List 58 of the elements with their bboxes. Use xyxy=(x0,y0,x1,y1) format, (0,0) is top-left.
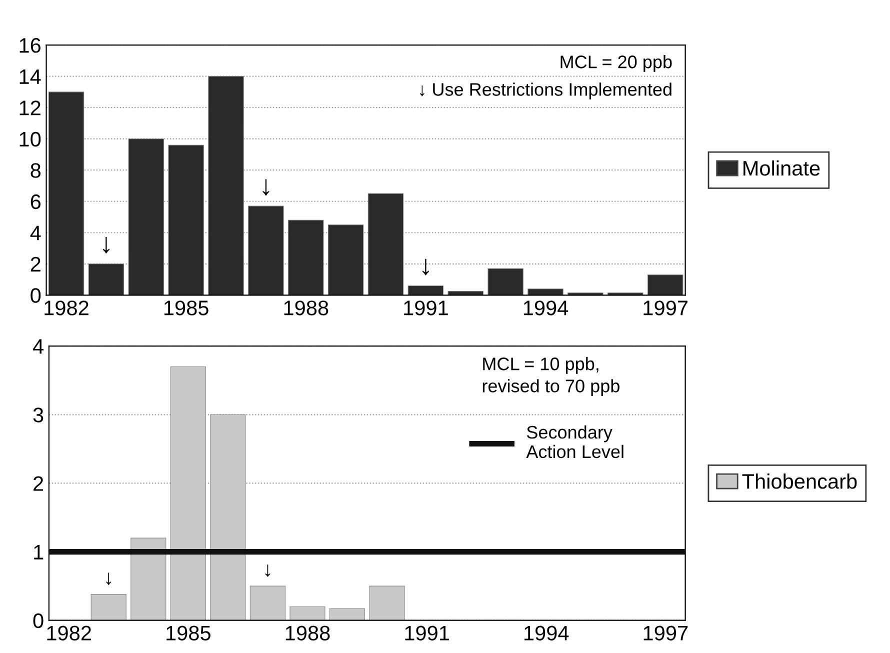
legend-label: Thiobencarb xyxy=(742,474,857,489)
bar xyxy=(408,285,444,296)
bar xyxy=(168,144,204,296)
y-tick-label: 0 xyxy=(30,288,41,303)
bar xyxy=(88,264,124,296)
bar xyxy=(130,538,166,620)
x-tick-label: 1997 xyxy=(644,626,688,641)
x-tick-label: 1991 xyxy=(405,626,449,641)
x-tick-label: 1994 xyxy=(524,626,569,641)
y-tick-label: 1 xyxy=(34,545,44,560)
x-tick-label: 1988 xyxy=(286,626,330,641)
annotation: ↓ xyxy=(106,572,112,586)
bar xyxy=(210,414,246,620)
annotation: ↓ Use Restrictions Implemented xyxy=(420,82,672,100)
x-tick-label: 1991 xyxy=(404,300,448,316)
y-tick-label: 3 xyxy=(33,408,44,422)
bar xyxy=(250,586,286,620)
bar xyxy=(290,606,326,620)
y-tick-label: 14 xyxy=(20,70,41,84)
bar xyxy=(170,366,206,620)
bar xyxy=(208,76,244,296)
bar xyxy=(128,138,164,296)
x-tick-label: 1985 xyxy=(166,626,210,641)
bar xyxy=(488,268,524,296)
x-tick-label: 1985 xyxy=(164,300,208,316)
annotation: ↓ xyxy=(265,564,270,577)
y-tick-label: 10 xyxy=(20,132,41,147)
x-tick-label: 1988 xyxy=(284,300,328,316)
y-tick-label: 6 xyxy=(30,194,41,210)
x-tick-label: 1997 xyxy=(644,300,688,316)
y-tick-label: 12 xyxy=(20,100,40,116)
y-tick-label: 16 xyxy=(20,38,41,53)
annotation: ↓ xyxy=(102,236,110,254)
bar xyxy=(288,220,324,296)
bar xyxy=(329,608,366,620)
y-tick-label: 4 xyxy=(30,226,41,240)
bar xyxy=(369,586,405,620)
bar xyxy=(328,224,364,296)
annotation: MCL = 10 ppb, revised to 70 ppb xyxy=(482,357,620,396)
x-tick-label: 1982 xyxy=(47,626,91,641)
bar xyxy=(528,288,564,296)
y-tick-label: 2 xyxy=(34,476,44,491)
y-tick-label: 2 xyxy=(30,256,40,272)
x-tick-label: 1994 xyxy=(524,300,568,316)
annotation: ↓ xyxy=(422,258,429,276)
y-tick-label: 8 xyxy=(30,163,41,178)
legend-label: Secondary Action Level xyxy=(526,425,624,458)
bar xyxy=(647,274,684,296)
annotation: ↓ xyxy=(262,179,270,196)
bar xyxy=(90,594,126,620)
annotation: MCL = 20 ppb xyxy=(560,55,672,72)
y-tick-label: 4 xyxy=(32,339,44,354)
bar xyxy=(48,92,84,296)
y-tick-label: 0 xyxy=(33,613,44,628)
bar xyxy=(368,193,404,296)
bar xyxy=(248,206,284,296)
x-tick-label: 1982 xyxy=(44,300,88,316)
legend-label: Molinate xyxy=(744,160,820,176)
